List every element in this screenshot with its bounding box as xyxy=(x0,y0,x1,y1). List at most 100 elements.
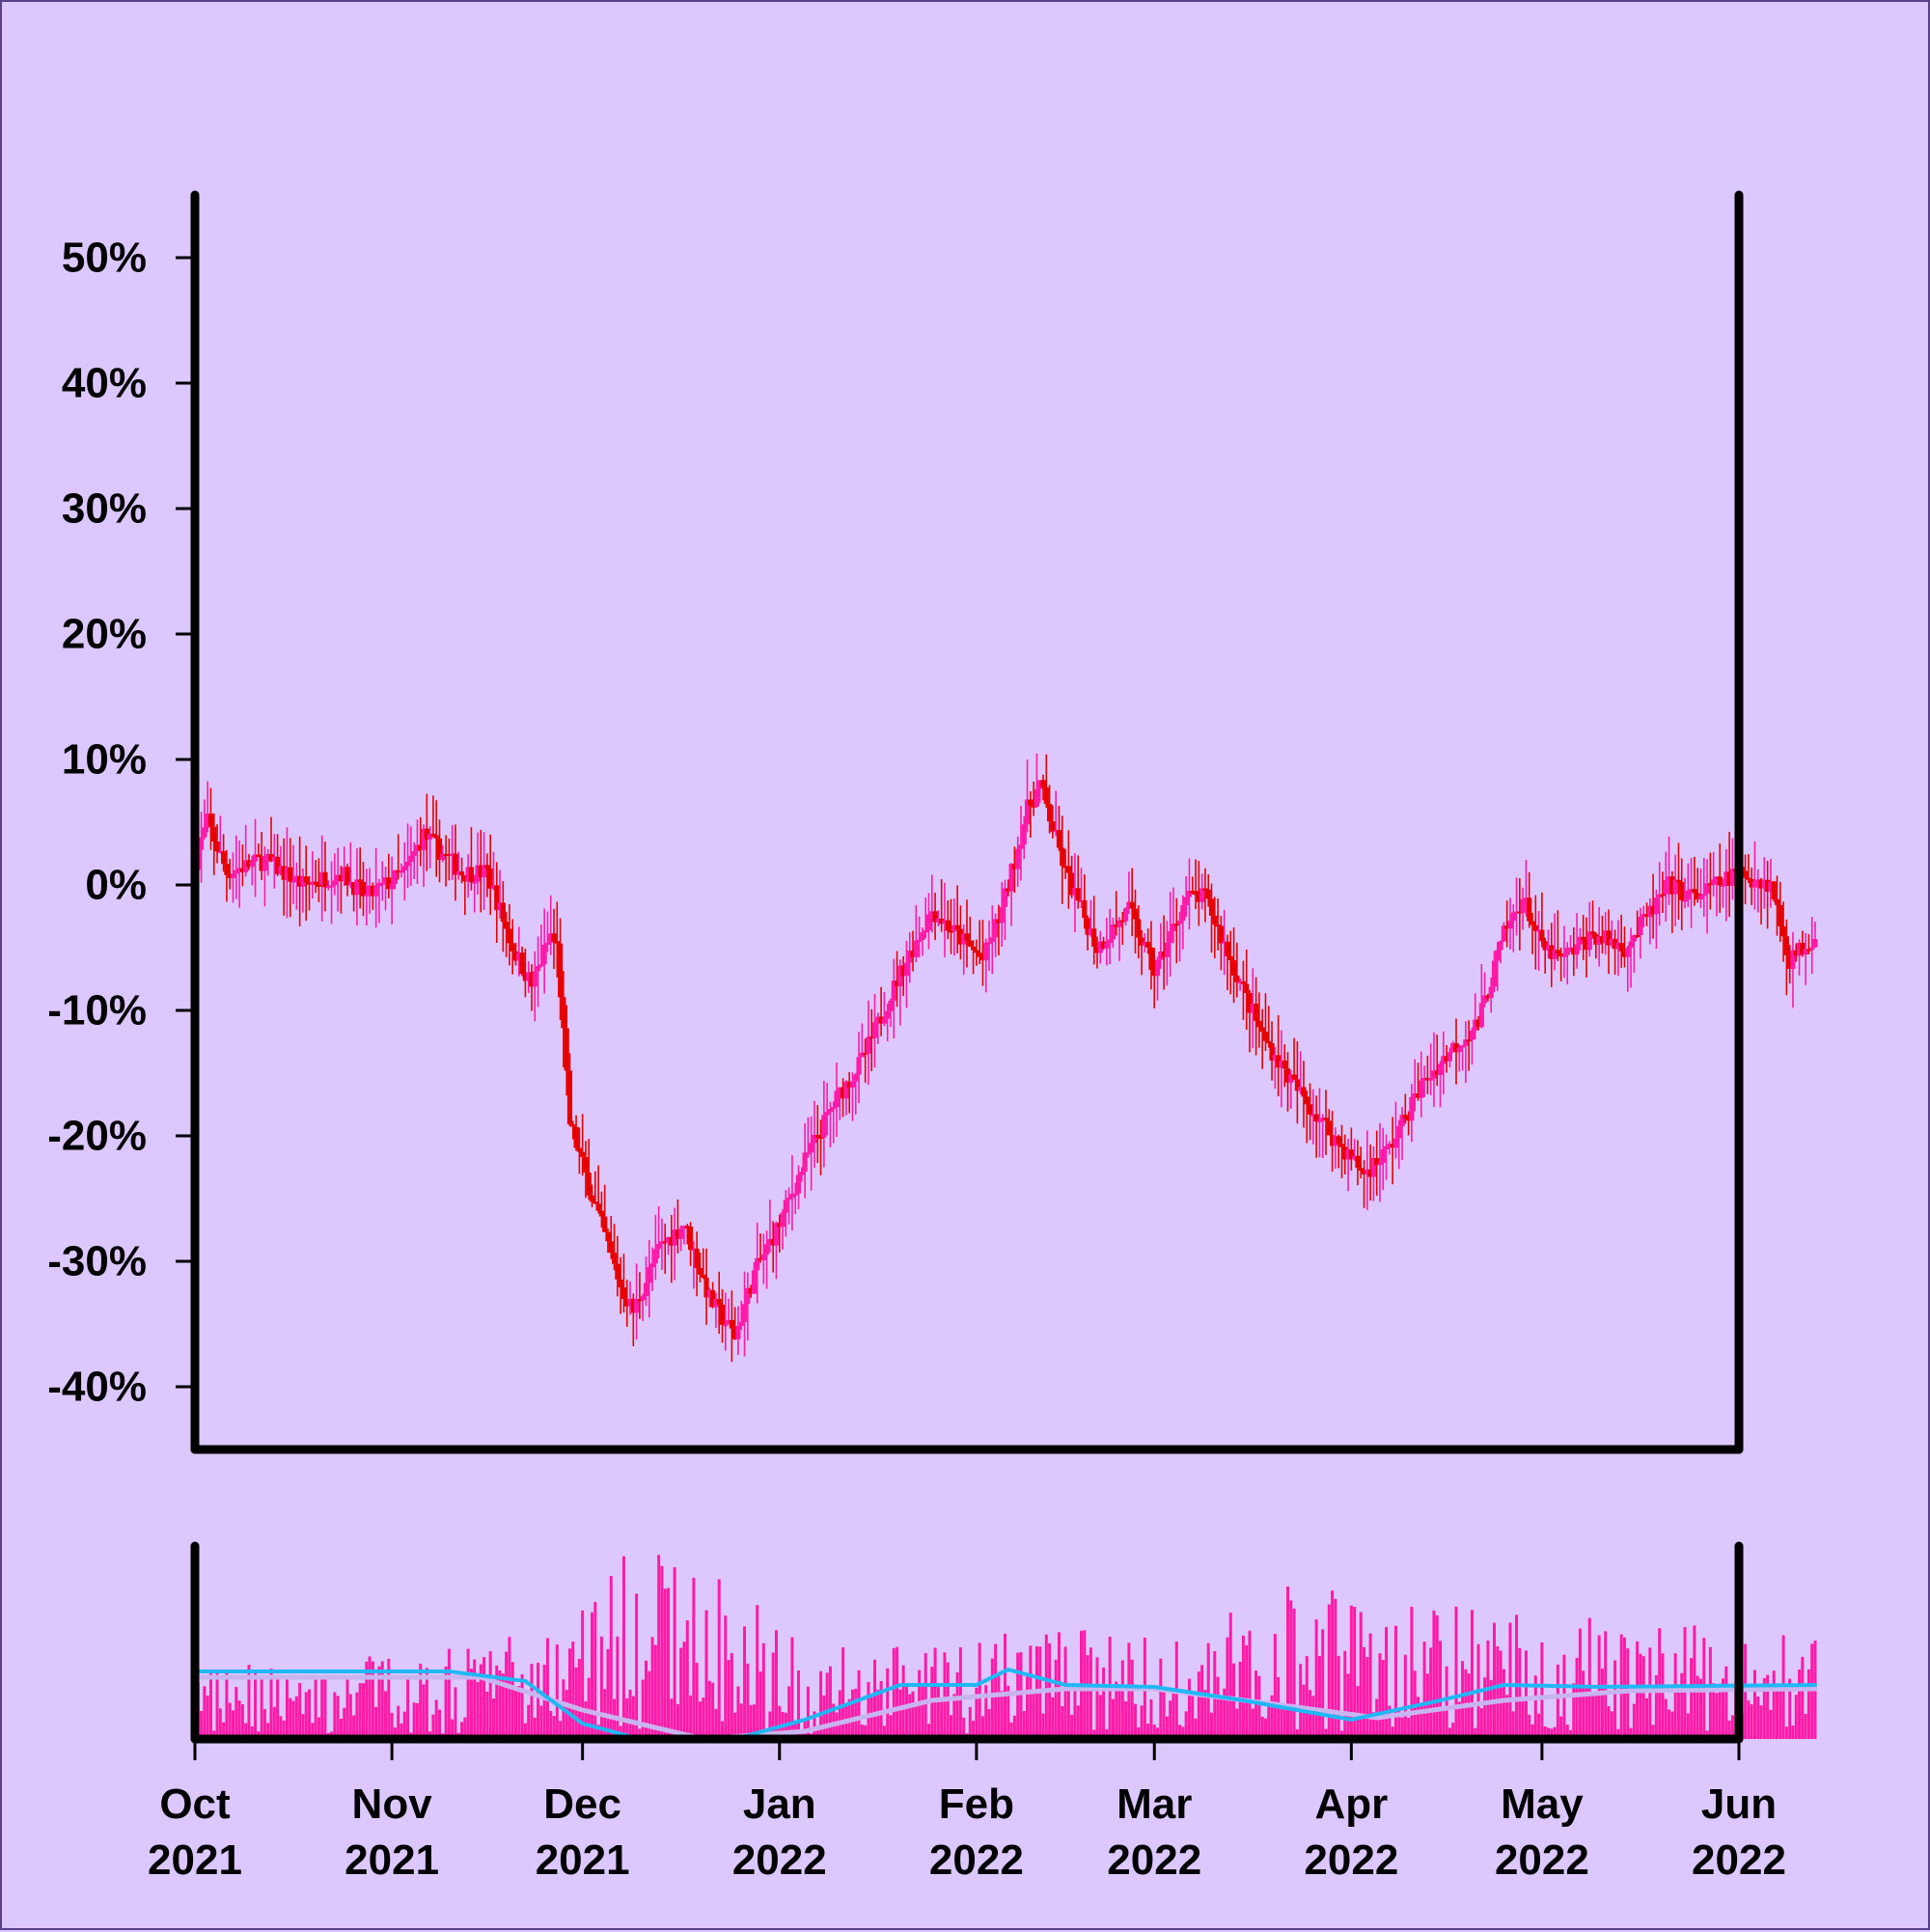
candle xyxy=(735,1306,741,1355)
candle-body xyxy=(1298,1087,1304,1091)
candle xyxy=(580,1114,586,1176)
volume-bar xyxy=(692,1578,696,1739)
candle-body xyxy=(799,1172,805,1175)
volume-bar xyxy=(1095,1657,1099,1739)
candle-body xyxy=(230,873,236,878)
candle-body xyxy=(436,838,443,861)
candle xyxy=(751,1261,758,1294)
volume-bar xyxy=(950,1715,953,1739)
candle xyxy=(1011,846,1017,894)
candle-body xyxy=(735,1325,741,1339)
candle xyxy=(1215,898,1221,951)
candle-body xyxy=(566,1070,573,1125)
volume-bar xyxy=(660,1565,664,1739)
candle-body xyxy=(595,1203,601,1211)
candle xyxy=(418,816,424,867)
candle xyxy=(871,994,878,1068)
candle xyxy=(1593,932,1599,959)
volume-bar xyxy=(1073,1686,1077,1739)
volume-bar xyxy=(402,1711,406,1739)
candle-body xyxy=(453,853,458,875)
candle xyxy=(1800,930,1806,957)
candle xyxy=(1666,836,1672,905)
volume-bar xyxy=(1368,1633,1372,1739)
volume-bar xyxy=(581,1610,585,1739)
candle xyxy=(1466,1020,1472,1071)
candle xyxy=(665,1236,672,1256)
volume-bar xyxy=(864,1725,868,1739)
candle xyxy=(472,874,478,913)
volume-bar xyxy=(545,1638,549,1739)
candle xyxy=(1298,1051,1304,1094)
x-tick-label-month: Nov xyxy=(352,1780,433,1828)
candle-body xyxy=(408,855,414,863)
volume-bar xyxy=(752,1704,756,1739)
candle xyxy=(1485,993,1491,1002)
candle-body xyxy=(1279,1061,1284,1068)
candle xyxy=(777,1214,783,1253)
candle xyxy=(1478,964,1484,1029)
candle-body xyxy=(1301,1087,1307,1097)
candle xyxy=(392,869,399,890)
y-tick-label: -20% xyxy=(47,1113,147,1160)
candle xyxy=(703,1248,709,1325)
candle xyxy=(1510,904,1516,952)
candle-body xyxy=(1006,888,1011,892)
candle xyxy=(1746,853,1751,883)
candle xyxy=(1806,933,1812,954)
candle xyxy=(1114,891,1119,936)
candle xyxy=(1768,858,1774,908)
candle xyxy=(945,899,951,940)
volume-bar xyxy=(1569,1729,1573,1739)
candle-body xyxy=(1539,929,1545,942)
volume-bar xyxy=(425,1668,428,1739)
volume-bar xyxy=(1282,1705,1286,1739)
candle-body xyxy=(694,1248,700,1269)
volume-bar xyxy=(1102,1667,1106,1739)
candle xyxy=(593,1171,598,1204)
candle-body xyxy=(335,874,341,881)
candle xyxy=(271,834,277,889)
volume-bar xyxy=(1483,1677,1487,1739)
candle xyxy=(1069,855,1075,898)
volume-bar xyxy=(1331,1590,1335,1739)
volume-bar xyxy=(228,1702,232,1739)
candle xyxy=(1142,932,1147,952)
volume-bar xyxy=(1206,1642,1210,1739)
candle-body xyxy=(1437,1063,1444,1075)
candle xyxy=(814,1105,820,1164)
candle xyxy=(1787,944,1793,984)
volume-bar xyxy=(1343,1650,1347,1739)
candle-body xyxy=(1387,1144,1392,1146)
candle-body xyxy=(450,853,455,856)
candle-body xyxy=(310,881,316,884)
candle-body xyxy=(1284,1068,1291,1084)
candle-body xyxy=(760,1254,766,1260)
candle-body xyxy=(259,856,264,871)
volume-bar xyxy=(1086,1655,1089,1739)
x-tick-label-year: 2022 xyxy=(929,1836,1024,1884)
y-tick-label: -10% xyxy=(47,987,147,1035)
candle-body xyxy=(608,1241,614,1254)
volume-bar xyxy=(333,1692,337,1739)
volume-bar xyxy=(1317,1655,1321,1739)
volume-bar xyxy=(1528,1714,1531,1739)
candle xyxy=(347,842,353,889)
volume-bar xyxy=(1750,1704,1753,1739)
candle-body xyxy=(379,882,385,885)
candle xyxy=(1307,1083,1313,1141)
candle xyxy=(319,835,325,922)
candle-body xyxy=(234,869,239,874)
volume-bar xyxy=(898,1689,902,1739)
volume-bar xyxy=(746,1663,750,1739)
candle xyxy=(1006,879,1011,897)
candle-body xyxy=(1320,1118,1326,1120)
volume-bar xyxy=(1172,1688,1175,1739)
volume-bar xyxy=(339,1718,343,1739)
candle xyxy=(900,955,906,997)
volume-bar xyxy=(1054,1659,1058,1739)
volume-bar xyxy=(984,1685,988,1739)
volume-bar xyxy=(975,1687,979,1739)
candle-body xyxy=(894,980,900,987)
candle-body xyxy=(1015,848,1021,869)
